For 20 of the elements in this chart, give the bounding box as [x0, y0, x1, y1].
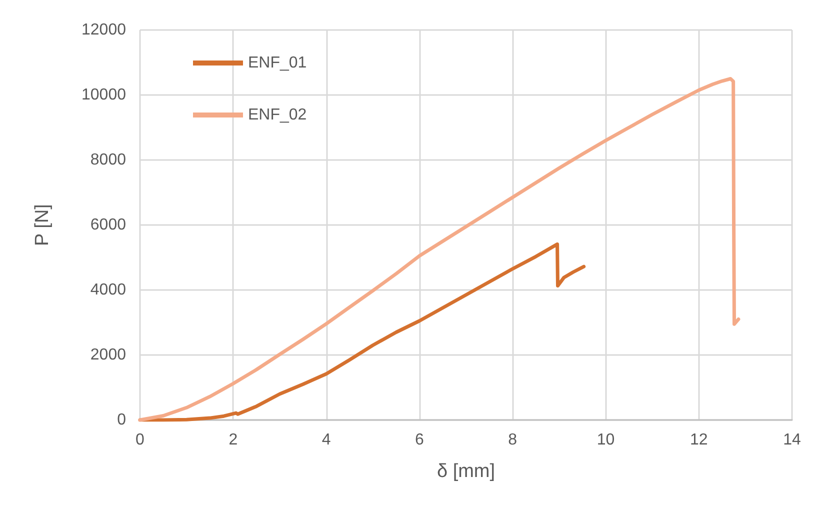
- y-tick-label: 8000: [90, 152, 126, 168]
- x-tick-label: 10: [596, 432, 615, 448]
- x-tick-label: 6: [414, 432, 424, 448]
- x-tick-label: 14: [783, 432, 801, 448]
- y-tick-label: 0: [117, 412, 126, 428]
- y-tick-label: 12000: [82, 22, 126, 38]
- legend-label: ENF_01: [248, 54, 307, 72]
- y-tick-label: 4000: [90, 282, 126, 298]
- y-tick-label: 10000: [82, 86, 126, 104]
- y-axis-title: P [N]: [32, 204, 53, 246]
- x-axis-title: δ [mm]: [436, 461, 496, 482]
- x-tick-label: 2: [228, 432, 238, 448]
- x-tick-label: 12: [690, 432, 708, 448]
- line-series: [138, 77, 740, 422]
- legend-label: ENF_02: [248, 106, 307, 124]
- y-tick-label: 6000: [90, 216, 126, 234]
- x-tick-label: 4: [322, 432, 331, 448]
- x-tick-label: 8: [508, 432, 518, 448]
- x-tick-label: 0: [136, 432, 145, 448]
- y-tick-label: 2000: [90, 346, 126, 364]
